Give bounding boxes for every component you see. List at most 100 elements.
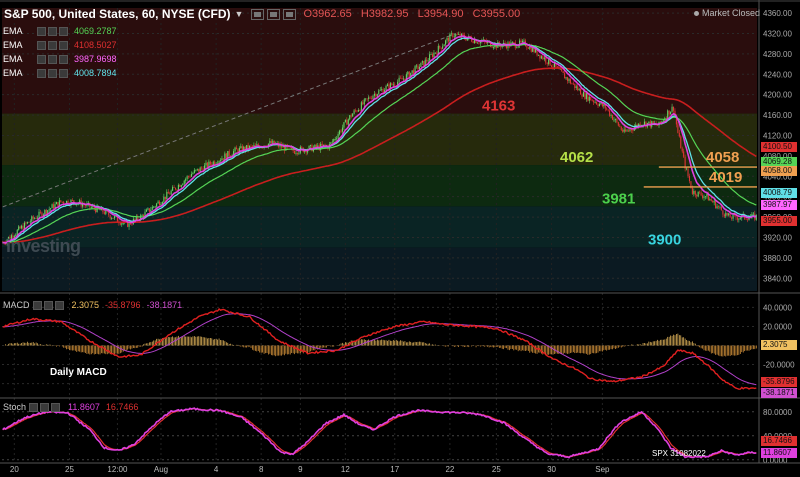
settings-icon[interactable] bbox=[267, 8, 281, 20]
candle-up bbox=[381, 89, 383, 90]
candle-up bbox=[751, 214, 753, 217]
candle-up bbox=[186, 176, 188, 180]
visibility-icon[interactable] bbox=[37, 54, 46, 64]
candle-down bbox=[237, 149, 239, 153]
ema-green-line bbox=[2, 43, 757, 244]
candle-up bbox=[716, 206, 718, 209]
settings-icon[interactable] bbox=[40, 402, 50, 412]
macd-tag: -38.1871 bbox=[761, 388, 797, 398]
close-icon[interactable] bbox=[283, 8, 297, 20]
close-icon[interactable] bbox=[59, 54, 68, 64]
candle-up bbox=[629, 129, 631, 131]
settings-icon[interactable] bbox=[48, 68, 57, 78]
level-label: 4062 bbox=[560, 149, 593, 166]
candle-down bbox=[244, 146, 246, 151]
candle-up bbox=[568, 79, 570, 81]
candle-down bbox=[720, 206, 722, 211]
candle-down bbox=[630, 129, 632, 131]
candle-down bbox=[225, 153, 227, 159]
candle-down bbox=[546, 62, 548, 64]
visibility-icon[interactable] bbox=[37, 26, 46, 36]
candle-up bbox=[231, 155, 233, 157]
candle-down bbox=[201, 167, 203, 169]
candle-up bbox=[686, 168, 688, 170]
candle-up bbox=[295, 152, 297, 154]
candle-down bbox=[729, 213, 731, 218]
candle-down bbox=[736, 217, 738, 220]
candle-down bbox=[652, 121, 654, 124]
candle-up bbox=[373, 93, 375, 96]
candle-up bbox=[433, 52, 435, 58]
candle-down bbox=[315, 144, 317, 148]
candle-down bbox=[527, 47, 529, 49]
candle-down bbox=[462, 33, 464, 36]
visibility-icon[interactable] bbox=[32, 300, 42, 310]
close-icon[interactable] bbox=[59, 26, 68, 36]
candle-up bbox=[667, 110, 669, 119]
candle-up bbox=[594, 102, 596, 103]
candle-up bbox=[92, 206, 94, 207]
close-icon[interactable] bbox=[51, 402, 61, 412]
candle-down bbox=[549, 58, 551, 66]
candle-up bbox=[183, 180, 185, 185]
candle-down bbox=[627, 130, 630, 132]
stoch-tick-label: 80.0000 bbox=[763, 408, 792, 417]
settings-icon[interactable] bbox=[48, 26, 57, 36]
level-zone bbox=[2, 247, 757, 291]
chart-type-icon[interactable] bbox=[251, 8, 265, 20]
candle-down bbox=[590, 96, 592, 101]
close-icon[interactable] bbox=[54, 300, 64, 310]
candle-up bbox=[38, 211, 40, 218]
candle-down bbox=[12, 235, 14, 238]
candle-down bbox=[490, 41, 492, 47]
candle-down bbox=[109, 215, 111, 219]
candle-down bbox=[513, 42, 515, 44]
price-tick-label: 3920.00 bbox=[763, 233, 792, 242]
candle-down bbox=[116, 215, 118, 222]
candle-up bbox=[221, 158, 223, 161]
visibility-icon[interactable] bbox=[29, 402, 39, 412]
stoch-tick-label: 0.0000 bbox=[763, 456, 788, 465]
candle-up bbox=[535, 48, 537, 53]
settings-icon[interactable] bbox=[43, 300, 53, 310]
macd-label[interactable]: MACD bbox=[3, 300, 30, 310]
candle-up bbox=[233, 151, 235, 156]
visibility-icon[interactable] bbox=[37, 68, 46, 78]
candle-down bbox=[321, 143, 323, 146]
stoch-label[interactable]: Stoch bbox=[3, 402, 27, 412]
ema-legend-row[interactable]: EMA 4008.7894 bbox=[3, 66, 117, 80]
candle-down bbox=[148, 208, 150, 212]
candle-down bbox=[354, 110, 357, 112]
close-icon[interactable] bbox=[59, 40, 68, 50]
candle-up bbox=[455, 34, 457, 37]
ema-label: EMA bbox=[3, 68, 23, 78]
price-tick-label: 4200.00 bbox=[763, 91, 792, 100]
candle-down bbox=[400, 77, 402, 79]
candle-up bbox=[55, 202, 57, 205]
candle-up bbox=[429, 54, 431, 61]
close-icon[interactable] bbox=[59, 68, 68, 78]
ema-legend-row[interactable]: EMA 3987.9698 bbox=[3, 52, 117, 66]
candle-down bbox=[672, 106, 675, 111]
candle-up bbox=[163, 196, 165, 203]
candle-down bbox=[174, 187, 177, 190]
candle-down bbox=[235, 147, 238, 150]
candle-up bbox=[529, 46, 531, 49]
ema-legend-row[interactable]: EMA 4108.5027 bbox=[3, 38, 117, 52]
candle-up bbox=[193, 170, 195, 173]
settings-icon[interactable] bbox=[48, 54, 57, 64]
candle-up bbox=[334, 138, 336, 140]
candle-down bbox=[340, 130, 342, 132]
chevron-down-icon[interactable]: ▼ bbox=[234, 9, 244, 19]
visibility-icon[interactable] bbox=[37, 40, 46, 50]
candle-up bbox=[111, 217, 113, 219]
settings-icon[interactable] bbox=[48, 40, 57, 50]
candle-up bbox=[523, 40, 525, 42]
candle-up bbox=[79, 200, 81, 204]
ema-legend-row[interactable]: EMA 4069.2787 bbox=[3, 24, 117, 38]
candle-up bbox=[153, 206, 155, 208]
candle-up bbox=[643, 121, 646, 125]
candle-down bbox=[745, 218, 747, 220]
candle-up bbox=[156, 203, 158, 207]
instrument-title[interactable]: S&P 500, United States, 60, NYSE (CFD) bbox=[4, 7, 231, 21]
